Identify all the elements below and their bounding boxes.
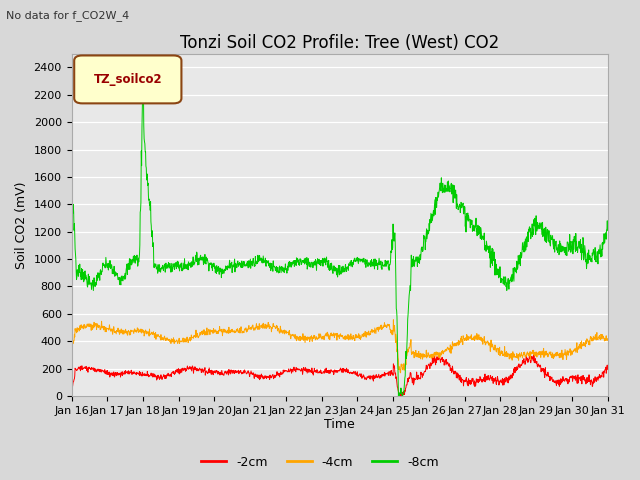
Line: -8cm: -8cm <box>72 85 607 396</box>
-2cm <box>131 370 139 375</box>
-8cm <box>296 263 303 268</box>
Line: -2cm: -2cm <box>72 355 607 396</box>
-8cm <box>373 260 381 266</box>
-8cm <box>68 194 76 200</box>
-4cm <box>306 334 314 340</box>
-4cm <box>390 317 397 323</box>
-8cm <box>604 228 611 233</box>
-2cm <box>295 366 303 372</box>
X-axis label: Time: Time <box>324 419 355 432</box>
FancyBboxPatch shape <box>74 56 181 103</box>
-4cm <box>316 335 324 341</box>
-4cm <box>604 336 611 341</box>
-2cm <box>68 384 76 390</box>
-8cm <box>140 83 147 88</box>
-4cm <box>372 325 380 331</box>
Text: No data for f_CO2W_4: No data for f_CO2W_4 <box>6 10 130 21</box>
-2cm <box>109 373 117 379</box>
-2cm <box>398 393 406 399</box>
Title: Tonzi Soil CO2 Profile: Tree (West) CO2: Tonzi Soil CO2 Profile: Tree (West) CO2 <box>180 34 499 52</box>
-8cm <box>131 254 139 260</box>
-8cm <box>316 261 324 267</box>
-2cm <box>306 370 314 375</box>
-4cm <box>397 370 404 376</box>
Legend: -2cm, -4cm, -8cm: -2cm, -4cm, -8cm <box>196 451 444 474</box>
-4cm <box>68 345 76 350</box>
-2cm <box>372 374 380 380</box>
-2cm <box>526 352 534 358</box>
Y-axis label: Soil CO2 (mV): Soil CO2 (mV) <box>15 181 28 269</box>
-2cm <box>316 369 324 375</box>
-4cm <box>131 327 139 333</box>
-8cm <box>307 262 314 268</box>
-4cm <box>109 329 117 335</box>
-4cm <box>295 335 303 341</box>
-8cm <box>395 393 403 399</box>
-2cm <box>604 366 611 372</box>
Text: TZ_soilco2: TZ_soilco2 <box>93 73 162 86</box>
Line: -4cm: -4cm <box>72 320 607 373</box>
-8cm <box>109 267 117 273</box>
